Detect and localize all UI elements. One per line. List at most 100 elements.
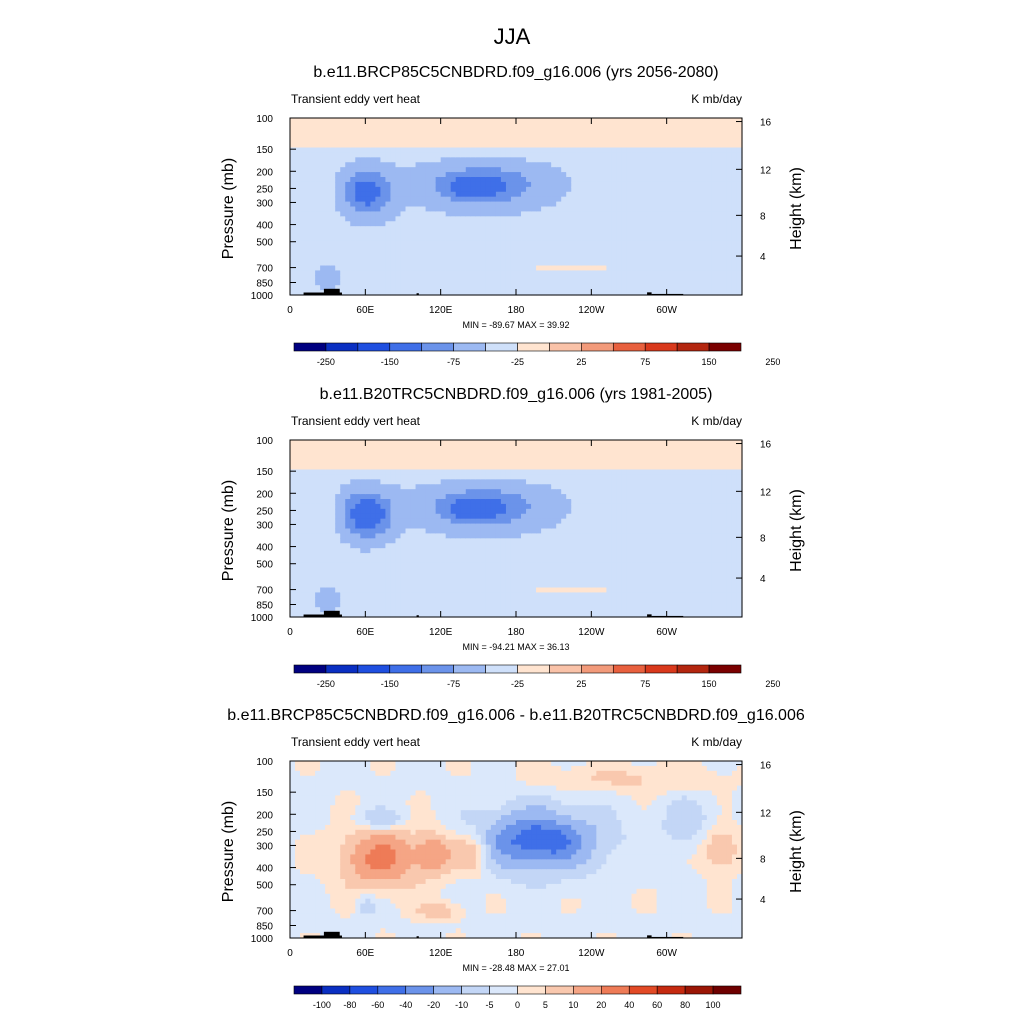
field-cell	[480, 582, 487, 589]
field-cell	[305, 553, 311, 559]
field-cell	[556, 245, 562, 252]
field-cell	[505, 211, 512, 217]
field-cell	[365, 558, 371, 564]
field-cell	[480, 231, 487, 237]
field-cell	[305, 147, 311, 154]
field-cell	[440, 567, 447, 574]
field-cell	[290, 454, 296, 461]
field-cell	[370, 290, 376, 296]
field-cell	[425, 231, 432, 237]
field-cell	[410, 177, 417, 183]
field-cell	[425, 464, 432, 471]
field-cell	[440, 444, 447, 451]
field-cell	[455, 523, 462, 530]
field-cell	[420, 612, 427, 618]
field-cell	[646, 142, 653, 149]
field-cell	[445, 186, 452, 193]
field-cell	[646, 226, 653, 232]
field-cell	[661, 132, 668, 139]
field-cell	[415, 518, 422, 525]
field-cell	[546, 157, 552, 163]
field-cell	[370, 231, 376, 237]
field-cell	[355, 528, 361, 535]
field-cell	[345, 469, 351, 476]
field-cell	[390, 543, 397, 549]
field-cell	[606, 122, 613, 129]
field-cell	[350, 186, 356, 193]
field-cell	[300, 245, 306, 252]
field-cell	[676, 255, 683, 262]
field-cell	[435, 587, 442, 594]
field-cell	[295, 255, 301, 262]
field-cell	[516, 270, 522, 276]
field-cell	[686, 280, 693, 286]
field-cell	[325, 152, 331, 158]
field-cell	[626, 265, 633, 272]
field-cell	[470, 538, 477, 544]
field-cell	[415, 582, 422, 589]
field-cell	[405, 142, 412, 149]
field-cell	[405, 275, 412, 281]
field-cell	[325, 216, 331, 222]
field-cell	[500, 592, 507, 598]
field-cell	[315, 127, 321, 134]
field-cell	[636, 172, 643, 178]
field-cell	[400, 464, 407, 471]
field-cell	[380, 572, 387, 579]
field-cell	[485, 543, 492, 549]
field-cell	[450, 191, 457, 198]
field-cell	[445, 206, 452, 213]
field-cell	[611, 132, 618, 139]
field-cell	[290, 572, 296, 579]
field-cell	[425, 454, 432, 461]
colorbar-swatch	[644, 342, 678, 352]
field-cell	[475, 236, 482, 242]
field-cell	[340, 587, 346, 594]
field-cell	[576, 147, 582, 154]
field-cell	[465, 137, 472, 144]
field-cell	[475, 290, 482, 296]
field-cell	[611, 231, 618, 237]
field-cell	[616, 285, 623, 291]
field-cell	[606, 260, 613, 267]
field-cell	[385, 587, 392, 594]
field-cell	[455, 172, 462, 178]
field-cell	[345, 122, 351, 129]
field-cell	[656, 216, 663, 222]
field-cell	[320, 494, 326, 500]
field-cell	[721, 240, 728, 247]
field-cell	[300, 201, 306, 208]
field-cell	[731, 186, 738, 193]
y-right-tick-label: 4	[760, 252, 766, 263]
field-cell	[505, 587, 512, 594]
field-cell	[490, 602, 497, 608]
field-cell	[415, 449, 422, 456]
field-cell	[681, 147, 688, 154]
field-cell	[516, 558, 522, 564]
field-cell	[430, 558, 437, 564]
field-cell	[330, 459, 336, 466]
field-cell	[395, 162, 402, 168]
field-cell	[415, 543, 422, 549]
field-cell	[390, 231, 397, 237]
field-cell	[305, 240, 311, 247]
field-cell	[731, 127, 738, 134]
field-cell	[340, 196, 346, 203]
field-cell	[385, 191, 392, 198]
field-cell	[606, 127, 613, 134]
field-cell	[345, 181, 351, 188]
field-cell	[505, 290, 512, 296]
field-cell	[480, 479, 487, 485]
field-cell	[661, 280, 668, 286]
field-cell	[385, 226, 392, 232]
field-cell	[380, 567, 387, 574]
field-cell	[415, 221, 422, 227]
field-cell	[440, 122, 447, 129]
field-cell	[526, 250, 532, 257]
field-cell	[415, 152, 422, 158]
field-cell	[410, 592, 417, 598]
field-cell	[686, 162, 693, 168]
field-cell	[500, 255, 507, 262]
field-cell	[360, 177, 366, 183]
field-cell	[470, 449, 477, 456]
